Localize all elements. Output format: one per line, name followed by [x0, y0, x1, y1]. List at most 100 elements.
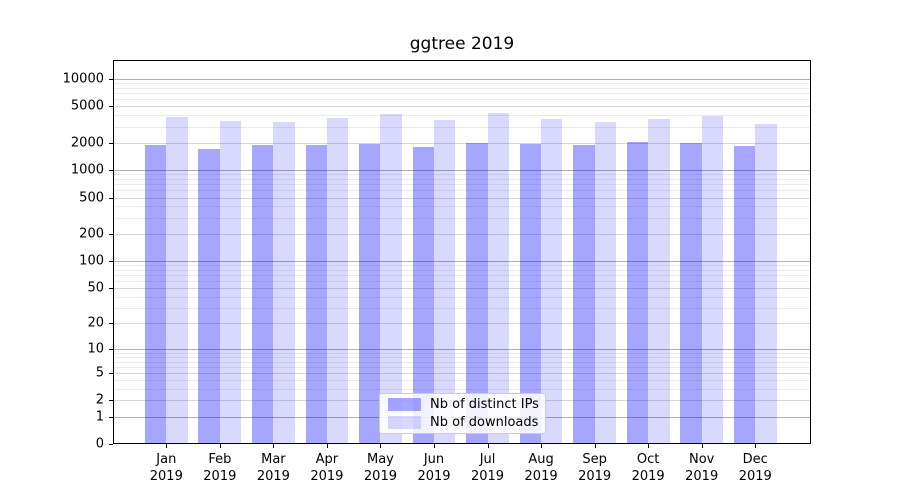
x-tick-apr: [326, 444, 328, 448]
bar-downloads-apr: [326, 117, 349, 444]
legend-item-downloads: Nb of downloads: [380, 415, 545, 430]
gridline-y-90: [113, 265, 811, 267]
bar-distinct-ips-apr: [305, 145, 327, 444]
gridline-y-6: [113, 366, 811, 368]
x-tick-jul: [487, 444, 489, 448]
gridline-y-3000: [113, 126, 811, 128]
gridline-y-6000: [113, 99, 811, 101]
y-tick-label-500: 500: [79, 190, 104, 206]
y-tick-label-2: 2: [95, 392, 104, 408]
gridline-y-100: [113, 261, 811, 263]
gridline-y-10: [113, 348, 811, 350]
x-tick-label-jul: Jul 2019: [470, 452, 505, 484]
bar-downloads-jan: [166, 116, 188, 444]
x-tick-oct: [648, 444, 650, 448]
legend-label-distinct-ips: Nb of distinct IPs: [430, 397, 539, 412]
x-tick-may: [380, 444, 382, 448]
bar-downloads-nov: [701, 116, 724, 444]
y-tick-label-0: 0: [95, 436, 104, 452]
chart-title: ggtree 2019: [409, 34, 515, 54]
bar-downloads-jul: [487, 113, 509, 444]
x-tick-label-jun: Jun 2019: [417, 452, 451, 484]
y-tick-2: [109, 400, 113, 402]
gridline-y-7000: [113, 93, 811, 95]
bar-downloads-may: [380, 113, 402, 444]
x-tick-label-may: May 2019: [363, 452, 397, 484]
gridline-y-700: [113, 184, 811, 186]
bar-distinct-ips-jul: [466, 142, 488, 444]
gridline-y-8000: [113, 87, 811, 89]
x-tick-sep: [594, 444, 596, 448]
x-tick-feb: [219, 444, 221, 448]
y-tick-200: [109, 233, 113, 235]
x-tick-label-feb: Feb 2019: [203, 452, 237, 484]
bar-distinct-ips-jan: [144, 145, 167, 444]
y-tick-label-100: 100: [79, 253, 104, 269]
bar-distinct-ips-nov: [680, 142, 702, 444]
y-tick-label-50: 50: [87, 280, 104, 296]
y-tick-1000: [109, 170, 113, 172]
bar-downloads-sep: [594, 122, 616, 444]
gridline-y-300: [113, 217, 811, 219]
y-tick-label-10: 10: [87, 341, 104, 357]
gridline-y-60: [113, 281, 811, 283]
y-tick-20: [109, 323, 113, 325]
x-tick-jan: [166, 444, 168, 448]
legend-swatch-downloads: [388, 416, 421, 429]
y-tick-label-2000: 2000: [70, 135, 104, 151]
bar-downloads-feb: [219, 120, 242, 444]
gridline-y-4000: [113, 115, 811, 117]
legend-label-downloads: Nb of downloads: [430, 415, 539, 430]
bar-distinct-ips-may: [359, 143, 381, 444]
y-tick-label-5000: 5000: [70, 98, 104, 114]
x-tick-label-nov: Nov 2019: [685, 452, 719, 484]
gridline-y-4: [113, 380, 811, 382]
plot-area: [113, 60, 811, 444]
y-tick-2000: [109, 142, 113, 144]
x-tick-label-mar: Mar 2019: [256, 452, 290, 484]
y-tick-500: [109, 197, 113, 199]
bar-downloads-dec: [755, 123, 777, 444]
bar-downloads-jun: [434, 120, 456, 444]
gridline-y-800: [113, 179, 811, 181]
y-tick-10000: [109, 78, 113, 80]
gridline-y-80: [113, 269, 811, 271]
y-tick-10: [109, 348, 113, 350]
y-tick-0: [109, 444, 113, 445]
y-tick-label-5: 5: [95, 365, 104, 381]
gridline-y-20: [113, 323, 811, 325]
gridline-y-5: [113, 372, 811, 374]
y-tick-5: [109, 372, 113, 374]
gridline-y-5000: [113, 106, 811, 108]
x-tick-label-apr: Apr 2019: [310, 452, 344, 484]
x-tick-jun: [434, 444, 435, 448]
gridline-y-9: [113, 352, 811, 354]
gridline-y-600: [113, 190, 811, 192]
gridline-y-2000: [113, 142, 811, 144]
legend-swatch-distinct-ips: [388, 398, 421, 411]
y-tick-label-1: 1: [95, 409, 104, 425]
x-tick-dec: [755, 444, 757, 448]
bar-distinct-ips-dec: [733, 145, 756, 444]
bar-distinct-ips-oct: [626, 141, 649, 444]
bar-distinct-ips-sep: [573, 144, 595, 444]
legend: Nb of distinct IPs Nb of downloads: [379, 393, 546, 434]
y-tick-label-1000: 1000: [70, 162, 104, 178]
gridline-y-70: [113, 275, 811, 277]
gridline-y-30: [113, 307, 811, 309]
x-tick-nov: [701, 444, 703, 448]
bar-downloads-mar: [273, 121, 295, 444]
y-tick-5000: [109, 106, 113, 108]
y-tick-100: [109, 261, 113, 263]
gridline-y-1000: [113, 170, 811, 172]
gridline-y-8: [113, 356, 811, 358]
y-tick-50: [109, 288, 113, 290]
gridline-y-10000: [113, 78, 811, 80]
x-tick-label-aug: Aug 2019: [524, 452, 558, 484]
bar-distinct-ips-mar: [251, 144, 274, 444]
bar-distinct-ips-jun: [412, 146, 434, 444]
bar-distinct-ips-feb: [198, 148, 220, 444]
x-tick-label-oct: Oct 2019: [631, 452, 665, 484]
bar-downloads-aug: [541, 118, 563, 444]
